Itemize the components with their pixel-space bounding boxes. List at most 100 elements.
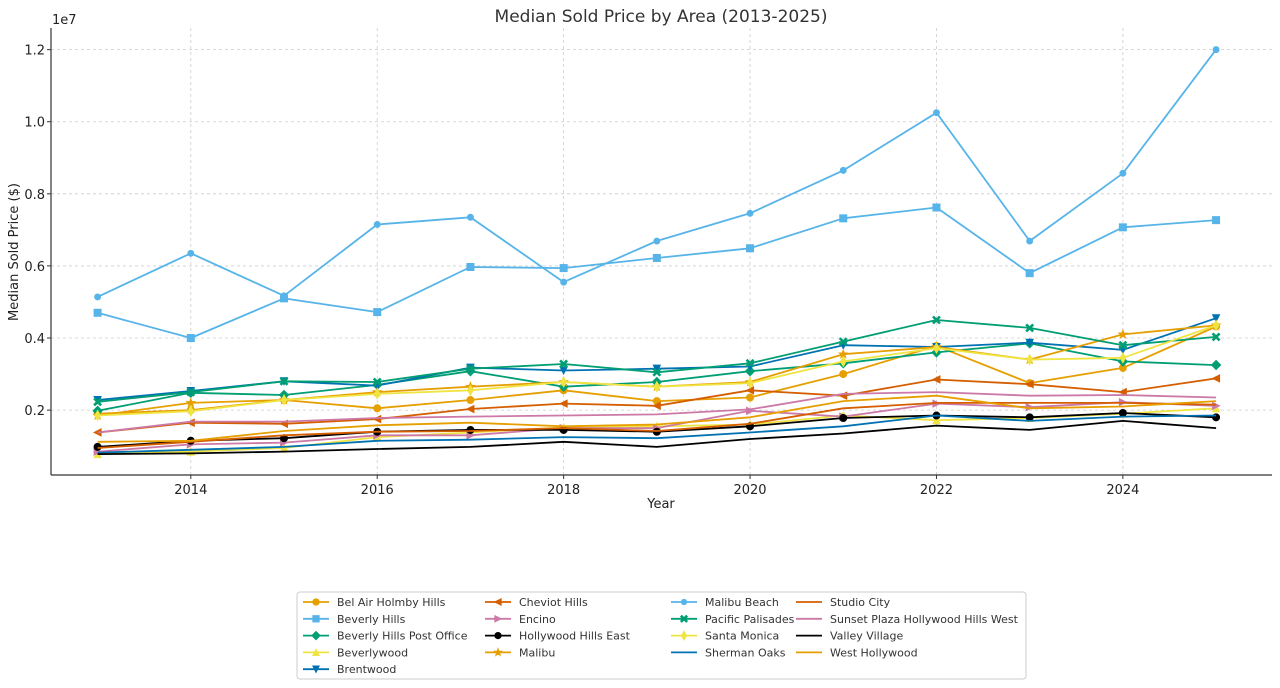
data-point-marker (93, 397, 103, 407)
series-west-hollywood (97, 394, 1217, 443)
legend-item: Beverlywood (303, 646, 408, 659)
legend-label: Valley Village (830, 630, 903, 643)
data-point-marker (560, 376, 568, 388)
data-point-marker (373, 387, 381, 400)
data-point-marker (493, 647, 503, 657)
x-tick-label: 2020 (733, 483, 766, 498)
data-point-marker (373, 404, 382, 413)
data-point-marker (653, 237, 661, 245)
series-malibu-beach (94, 46, 1220, 301)
data-point-marker (373, 220, 381, 228)
data-point-marker (312, 665, 320, 674)
y-tick-label: 0.6 (24, 260, 45, 275)
marker-stroke (1211, 332, 1221, 342)
data-point-marker (94, 409, 101, 422)
legend-item: Studio City (796, 596, 891, 609)
x-tick-label: 2014 (174, 483, 207, 498)
data-point-marker (312, 615, 320, 623)
data-point-marker (839, 355, 847, 368)
legend-label: West Hollywood (830, 646, 918, 659)
legend-item: Beverly Hills Post Office (303, 630, 468, 643)
data-point-marker (746, 377, 754, 389)
marker-stroke (1118, 340, 1128, 350)
marker-stroke (466, 364, 475, 374)
data-point-marker (280, 292, 288, 300)
legend-label: Cheviot Hills (519, 596, 588, 609)
data-point-marker (839, 214, 848, 223)
series-hollywood-hills-east (93, 408, 1221, 451)
series-sunset-plaza-hollywood-hills-west (97, 391, 1217, 434)
data-point-marker (1118, 340, 1128, 350)
data-point-marker (465, 404, 475, 414)
data-point-marker (932, 415, 941, 425)
data-point-marker (1026, 237, 1034, 245)
data-point-marker (652, 253, 661, 262)
data-point-marker (1118, 223, 1127, 232)
data-point-marker (467, 384, 474, 397)
data-point-marker (279, 376, 289, 386)
data-point-marker (932, 203, 941, 212)
data-point-marker (745, 358, 755, 368)
series-line (97, 401, 1217, 449)
data-point-marker (466, 263, 475, 272)
series-line (97, 419, 1217, 455)
legend-item: West Hollywood (796, 646, 918, 659)
legend-label: Hollywood Hills East (519, 630, 631, 643)
legend-item: Valley Village (796, 630, 903, 643)
data-point-marker (185, 397, 197, 408)
legend-label: Studio City (830, 596, 891, 609)
data-point-marker (1118, 387, 1127, 397)
x-tick-label: 2024 (1106, 483, 1139, 498)
data-point-marker (1211, 374, 1221, 383)
legend-label: Sherman Oaks (705, 646, 786, 659)
legend-label: Beverly Hills Post Office (337, 630, 468, 643)
data-point-marker (679, 614, 689, 623)
data-point-marker (652, 401, 661, 411)
data-point-marker (559, 399, 568, 408)
data-point-marker (559, 264, 568, 273)
x-tick-label: 2018 (547, 483, 580, 498)
series-line (97, 391, 1217, 434)
data-point-marker (1119, 169, 1127, 177)
y-axis-label: Median Sold Price ($) (7, 183, 22, 321)
y-tick-label: 0.2 (24, 404, 45, 419)
data-point-marker (187, 405, 195, 418)
data-point-marker (372, 414, 382, 424)
data-point-marker (186, 387, 196, 397)
data-point-marker (933, 342, 940, 355)
data-point-marker (652, 367, 662, 377)
data-point-marker (312, 598, 320, 606)
marker-stroke (186, 387, 196, 397)
legend-item: Sunset Plaza Hollywood Hills West (796, 613, 1019, 626)
data-point-marker (1210, 359, 1222, 371)
legend-item: Beverly Hills (303, 613, 406, 626)
series-santa-monica (94, 319, 1220, 422)
marker-stroke (372, 377, 382, 387)
data-point-marker (839, 370, 848, 379)
marker-stroke (93, 397, 103, 407)
data-point-marker (744, 365, 756, 377)
legend-item: Sherman Oaks (671, 646, 786, 659)
legend-item: Malibu (485, 646, 555, 659)
data-point-marker (93, 442, 102, 451)
legend-item: Malibu Beach (671, 596, 779, 609)
data-point-marker (466, 425, 475, 434)
data-point-marker (1211, 314, 1221, 323)
data-point-marker (746, 393, 755, 402)
marker-stroke (1025, 323, 1035, 333)
data-point-marker (187, 249, 195, 257)
legend-label: Malibu Beach (705, 596, 779, 609)
data-point-marker (559, 359, 569, 369)
marker-stroke (745, 358, 755, 368)
data-point-marker (932, 109, 940, 117)
legend-label: Bel Air Holmby Hills (337, 596, 446, 609)
data-point-marker (680, 598, 688, 606)
chart-title: Median Sold Price by Area (2013-2025) (495, 7, 828, 27)
series-studio-city (97, 401, 1217, 449)
legend-item: Cheviot Hills (485, 596, 588, 609)
data-point-marker (746, 209, 754, 217)
legend-label: Beverlywood (337, 646, 408, 659)
y-offset-label: 1e7 (52, 13, 77, 28)
marker-stroke (679, 614, 689, 623)
data-point-marker (680, 630, 688, 642)
